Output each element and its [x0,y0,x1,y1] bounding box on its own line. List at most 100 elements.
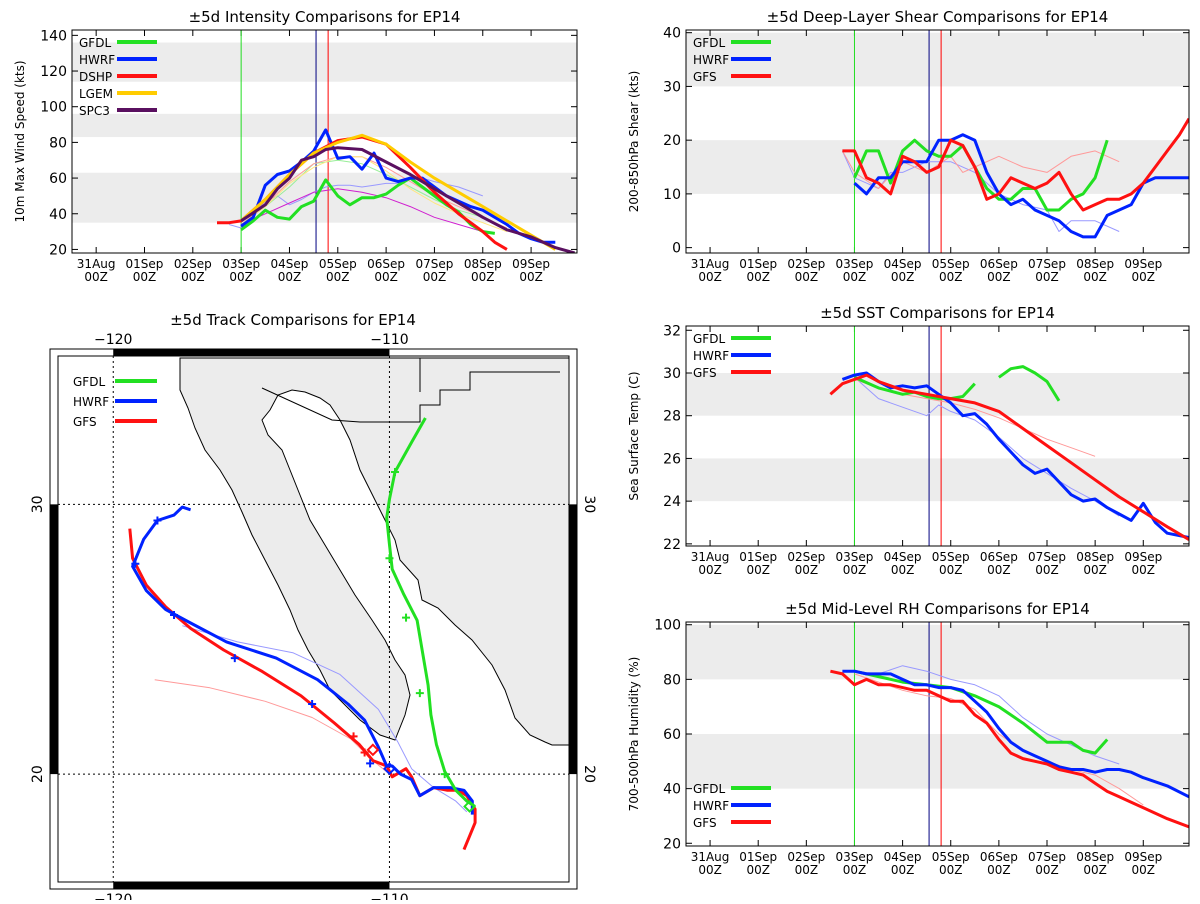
track-marker-plus [385,554,394,563]
x-tick-label-hour: 00Z [746,863,770,877]
x-tick-label: 01Sep [739,550,777,564]
legend-label: LGEM [79,87,113,101]
x-tick-label: 06Sep [980,850,1018,864]
series-line-hwrf-thin [854,376,1120,517]
series-line-gfs [842,117,1189,212]
track-marker-plus [153,516,162,525]
x-tick-label: 07Sep [1028,850,1066,864]
x-tick-label-hour: 00Z [746,270,770,284]
chart-intensity: ±5d Intensity Comparisons for EP14 10m Ma… [13,8,578,284]
x-tick-label-hour: 00Z [1035,563,1059,577]
plot-frame [685,325,1190,547]
legend-label: SPC3 [79,104,110,118]
x-tick-label: 09Sep [512,257,550,271]
track-marker-plus [402,613,411,622]
y-axis-label: 10m Max Wind Speed (kts) [13,60,27,222]
x-tick-label-hour: 00Z [698,863,722,877]
y-axis-label: Sea Surface Temp (C) [627,371,641,500]
y-tick-label: 80 [663,672,681,688]
y-tick-label: 40 [663,782,681,798]
band [686,624,1189,680]
plot-frame [685,29,1190,254]
series-group [841,117,1189,239]
series-line-hwrf [853,133,1189,239]
legend-label: GFS [693,366,717,380]
x-tick-label-hour: 00Z [987,863,1011,877]
x-tick-label: 09Sep [1124,550,1162,564]
x-tick-label-hour: 00Z [181,270,205,284]
series-group [217,128,576,253]
x-tick-label-hour: 00Z [939,270,963,284]
legend-label: HWRF [79,53,115,67]
track-marker-plus [390,467,399,476]
x-tick-label-hour: 00Z [939,563,963,577]
x-tick-label-hour: 00Z [1083,563,1107,577]
plot-frame [685,621,1190,847]
series-line-gfs [830,669,1189,829]
x-tick-label-hour: 00Z [843,863,867,877]
x-tick-label-hour: 00Z [795,563,819,577]
lon-label-top: −110 [370,332,408,348]
x-tick-label: 31Aug [691,257,730,271]
y-tick-label: 30 [663,366,681,382]
track-gfdl [385,417,476,808]
x-tick-label: 04Sep [884,257,922,271]
x-tick-label-hour: 00Z [84,270,108,284]
x-tick-label: 08Sep [464,257,502,271]
legend-label: GFS [693,816,717,830]
track-marker-plus [230,654,239,663]
series-line-gfs-thin [841,150,1120,189]
x-tick-label: 02Sep [787,550,825,564]
track-marker-plus [308,699,317,708]
series-line-gfdl-2 [998,365,1061,402]
series-line-hwrf-thin [841,150,1120,232]
x-tick-label: 31Aug [691,550,730,564]
legend-label: GFDL [73,375,105,389]
x-tick-label-hour: 00Z [1035,270,1059,284]
lon-label-bottom: −110 [370,892,408,900]
x-tick-label: 31Aug [77,257,116,271]
x-tick-label: 01Sep [126,257,164,271]
map-area [58,356,569,882]
x-tick-label: 07Sep [415,257,453,271]
y-tick-label: 22 [663,537,681,553]
x-tick-label-hour: 00Z [519,270,543,284]
landmass [179,357,569,746]
x-tick-label: 05Sep [319,257,357,271]
track-marker-plus [349,732,358,741]
x-tick-label-hour: 00Z [698,270,722,284]
y-axis-label: 200-850hPa Shear (kts) [627,71,641,213]
series-line-gfdl [853,138,1109,212]
legend-label: GFS [693,70,717,84]
x-tick-label: 04Sep [884,550,922,564]
y-tick-label: 140 [40,28,67,44]
x-tick-label-hour: 00Z [1132,563,1156,577]
x-tick-label-hour: 00Z [1083,863,1107,877]
x-tick-label-hour: 00Z [1132,270,1156,284]
x-tick-label: 04Sep [271,257,309,271]
legend-label: GFDL [79,36,111,50]
track-marker-plus [366,759,375,768]
y-tick-label: 0 [672,241,681,257]
series-line-hwrf [841,371,1189,539]
track-marker-plus [440,770,449,779]
x-tick-label-hour: 00Z [229,270,253,284]
x-tick-label: 03Sep [836,550,874,564]
track-marker-plus [170,610,179,619]
y-tick-label: 32 [663,323,681,339]
x-tick-label: 02Sep [787,257,825,271]
x-tick-label-hour: 00Z [746,563,770,577]
y-tick-label: 24 [663,494,681,510]
chart-track: ±5d Track Comparisons for EP14 −120 −120 −1… [30,311,597,904]
x-tick-label: 09Sep [1124,850,1162,864]
series-line-gfdl [853,375,976,401]
x-tick-label-hour: 00Z [891,863,915,877]
x-tick-label-hour: 00Z [795,270,819,284]
lat-label-right: 30 [581,495,597,513]
y-tick-label: 120 [40,64,67,80]
y-tick-label: 60 [663,727,681,743]
y-tick-label: 10 [663,187,681,203]
legend-label: GFDL [693,782,725,796]
legend-label: HWRF [693,799,729,813]
track-marker-plus [131,559,140,568]
